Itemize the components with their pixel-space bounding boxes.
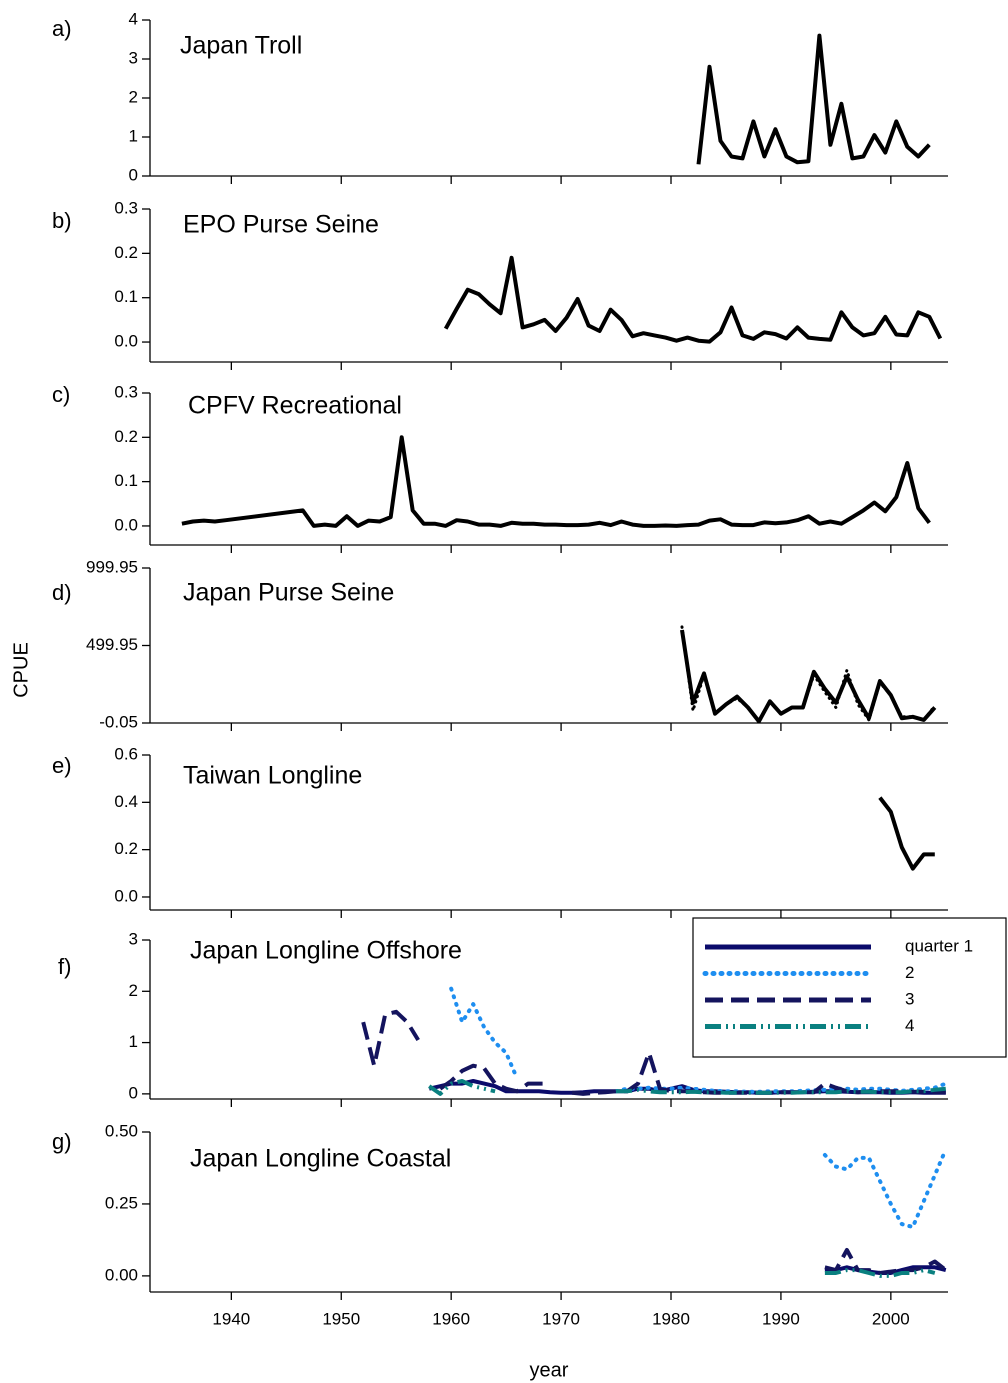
line-series — [449, 986, 948, 1094]
x-tick-label: 2000 — [872, 1309, 910, 1328]
y-tick-label: 0.6 — [114, 744, 138, 763]
x-tick-label: 1980 — [652, 1309, 690, 1328]
panel-title: EPO Purse Seine — [183, 211, 379, 239]
y-tick-label: 0.4 — [114, 792, 138, 811]
panel-label: b) — [52, 208, 72, 233]
y-tick-label: 0 — [129, 165, 138, 184]
panel-label: f) — [58, 954, 71, 979]
line-series — [680, 629, 937, 724]
x-tick-label: 1950 — [322, 1309, 360, 1328]
line-series — [680, 625, 937, 723]
y-tick-label: 0.2 — [114, 427, 138, 446]
panel-label: g) — [52, 1129, 72, 1154]
panel-title: Japan Longline Offshore — [190, 937, 462, 965]
x-tick-label: 1970 — [542, 1309, 580, 1328]
y-tick-label: 2 — [129, 981, 138, 1000]
y-tick-label: 0.1 — [114, 471, 138, 490]
y-tick-label: 0.3 — [114, 382, 138, 401]
y-tick-label: 1 — [129, 1032, 138, 1051]
y-tick-label: 3 — [129, 929, 138, 948]
y-tick-label: 0 — [129, 1083, 138, 1102]
y-tick-label: 999.95 — [86, 557, 138, 576]
x-tick-label: 1940 — [212, 1309, 250, 1328]
legend-label: 4 — [905, 1016, 914, 1035]
panel-label: d) — [52, 580, 72, 605]
line-series — [443, 255, 943, 344]
y-tick-label: 2 — [129, 87, 138, 106]
y-tick-label: 0.3 — [114, 198, 138, 217]
x-tick-label: 1960 — [432, 1309, 470, 1328]
line-series — [824, 1268, 936, 1278]
panel-title: Japan Troll — [180, 32, 302, 60]
y-tick-label: 4 — [129, 9, 138, 28]
y-tick-label: 1 — [129, 126, 138, 145]
line-series — [822, 1147, 948, 1229]
panel-title: Taiwan Longline — [183, 762, 362, 790]
line-series — [181, 435, 931, 528]
panel-label: c) — [52, 382, 70, 407]
x-tick-label: 1990 — [762, 1309, 800, 1328]
panel-title: Japan Purse Seine — [183, 579, 394, 607]
y-tick-label: 0.1 — [114, 287, 138, 306]
legend-label: quarter 1 — [905, 936, 973, 955]
y-tick-label: 0.50 — [105, 1121, 138, 1140]
x-axis-label: year — [530, 1359, 569, 1381]
line-series — [696, 33, 931, 165]
y-tick-label: 499.95 — [86, 635, 138, 654]
y-tick-label: -0.05 — [99, 712, 138, 731]
panel-label: a) — [52, 16, 72, 41]
y-tick-label: 0.0 — [114, 886, 138, 905]
y-tick-label: 0.00 — [105, 1265, 138, 1284]
y-tick-label: 0.0 — [114, 515, 138, 534]
panel-title: CPFV Recreational — [188, 392, 402, 420]
legend-label: 3 — [905, 989, 914, 1008]
y-tick-label: 0.25 — [105, 1193, 138, 1212]
y-tick-label: 0.2 — [114, 243, 138, 262]
y-tick-label: 3 — [129, 48, 138, 67]
legend-label: 2 — [905, 963, 914, 982]
y-axis-label: CPUE — [10, 642, 32, 698]
legend-box — [692, 917, 1007, 1058]
y-tick-label: 0.2 — [114, 839, 138, 858]
panel-title: Japan Longline Coastal — [190, 1145, 451, 1173]
line-series — [878, 796, 935, 871]
y-tick-label: 0.0 — [114, 332, 138, 351]
line-series — [824, 1248, 948, 1275]
line-series — [428, 1079, 946, 1096]
panel-label: e) — [52, 753, 72, 778]
